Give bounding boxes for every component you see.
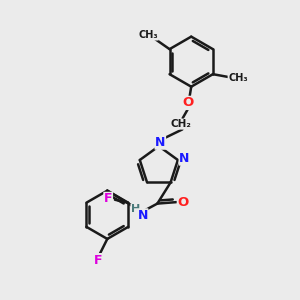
- Text: N: N: [155, 136, 166, 149]
- Text: H: H: [131, 205, 140, 214]
- Text: CH₃: CH₃: [228, 73, 248, 83]
- Text: O: O: [183, 96, 194, 110]
- Text: N: N: [179, 152, 190, 165]
- Text: F: F: [94, 254, 103, 267]
- Text: N: N: [137, 209, 148, 222]
- Text: O: O: [177, 196, 189, 208]
- Text: F: F: [104, 192, 112, 206]
- Text: CH₃: CH₃: [139, 30, 158, 40]
- Text: CH₂: CH₂: [170, 119, 191, 129]
